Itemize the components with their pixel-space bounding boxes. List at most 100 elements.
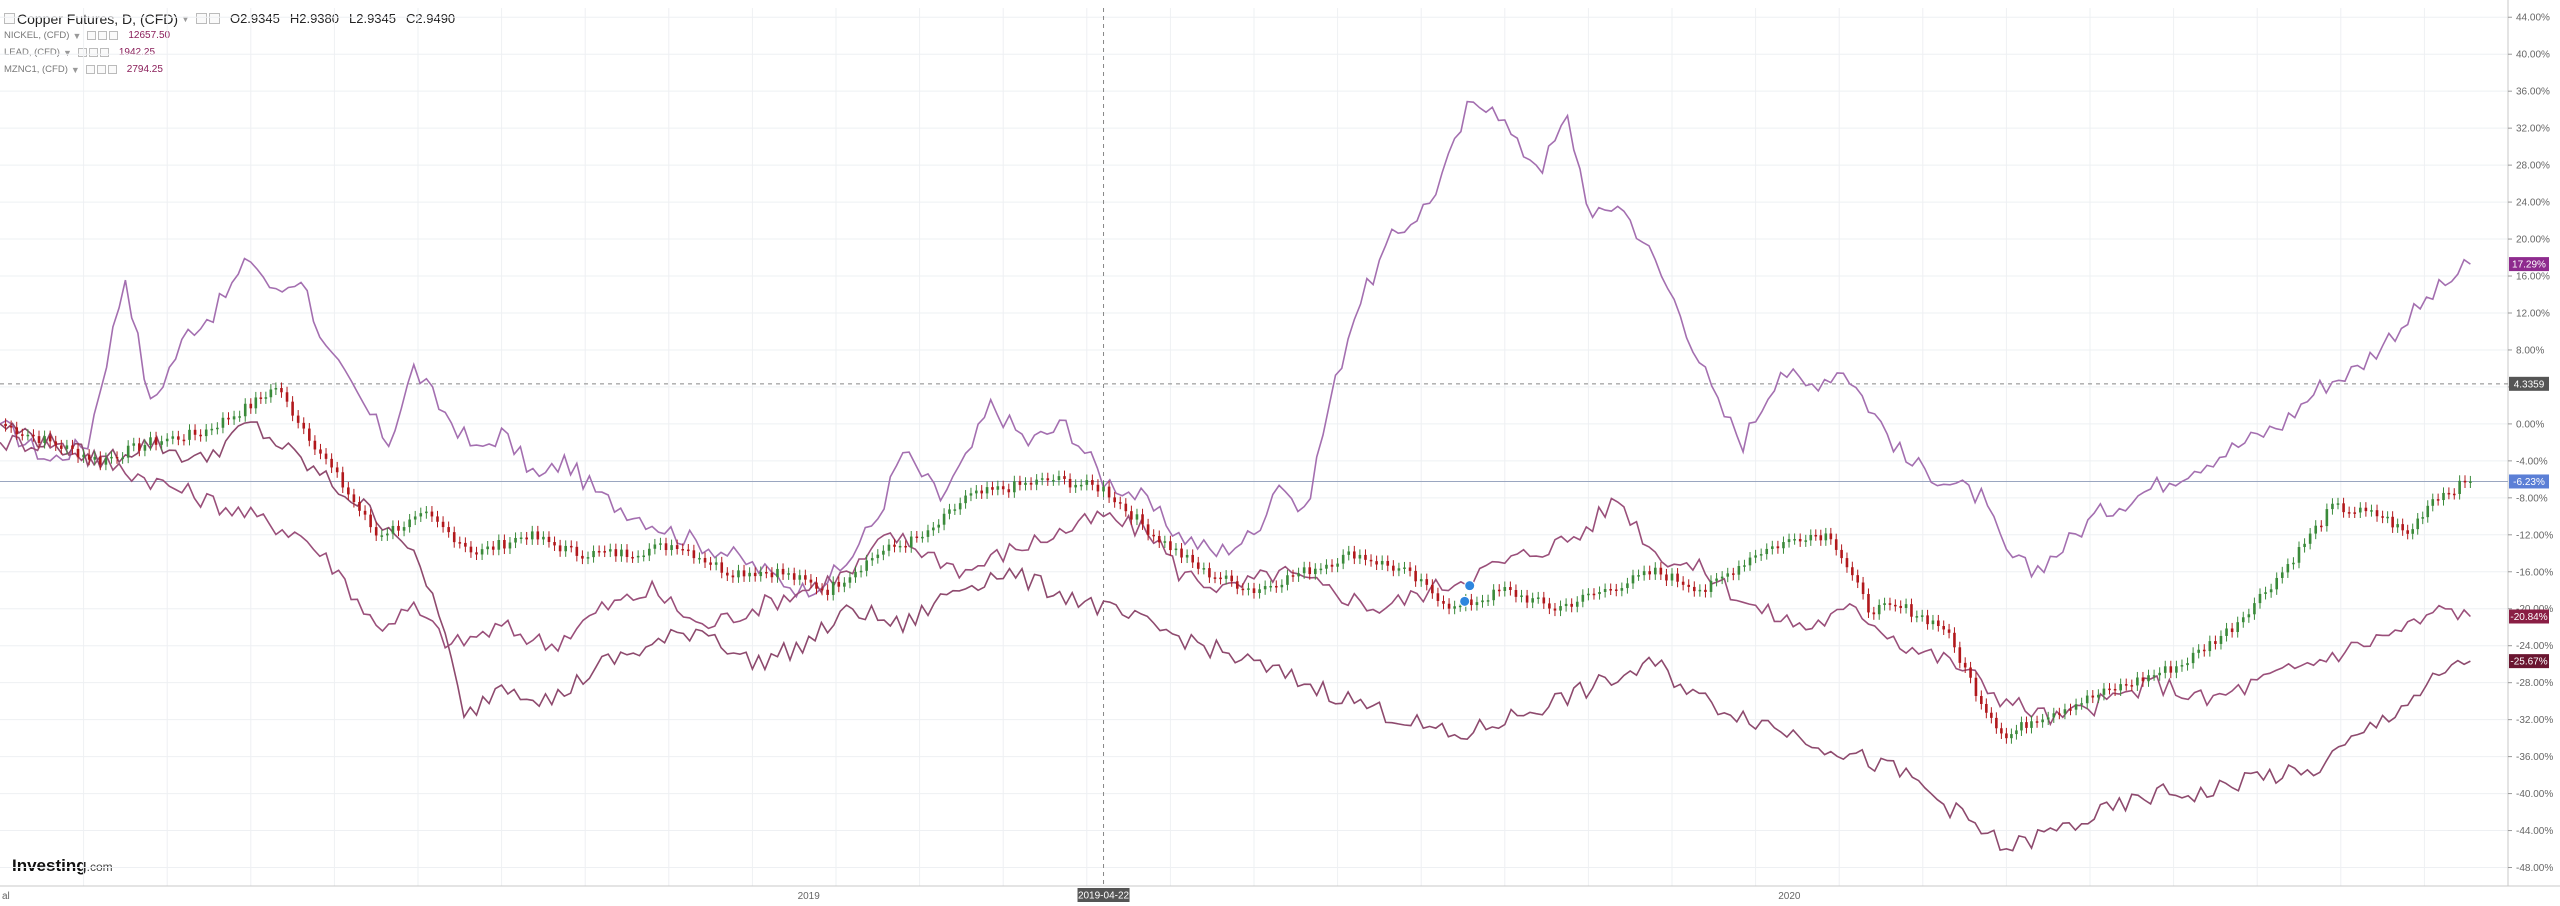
eye-icon[interactable] xyxy=(85,65,95,74)
chevron-down-icon[interactable]: ▼ xyxy=(62,47,72,58)
candle-body xyxy=(188,429,191,440)
y-tick-label: -16.00% xyxy=(2516,567,2553,578)
settings-icon[interactable] xyxy=(88,48,98,57)
candle-body xyxy=(430,511,434,517)
candle-body xyxy=(497,540,501,550)
collapse-toggle-icon[interactable] xyxy=(4,13,15,24)
candle-body xyxy=(1018,481,1022,485)
candle-body xyxy=(143,445,147,451)
candle-body xyxy=(93,456,97,460)
chevron-down-icon[interactable]: ▼ xyxy=(72,30,82,41)
candle-body xyxy=(475,552,478,555)
close-icon[interactable] xyxy=(99,48,109,57)
candle-body xyxy=(2319,525,2323,528)
comparison-value: 1942.25 xyxy=(118,47,156,58)
candle-body xyxy=(1035,479,1038,485)
close-icon[interactable] xyxy=(107,65,117,74)
crosshair-y-label: 4.3359 xyxy=(2514,379,2545,390)
chevron-down-icon[interactable]: ▼ xyxy=(70,64,80,75)
candle-body xyxy=(1375,561,1378,565)
candle-body xyxy=(154,437,158,445)
candle-body xyxy=(1118,502,1122,504)
candle-body xyxy=(1414,570,1417,582)
candle-body xyxy=(2102,688,2106,695)
candle-body xyxy=(1302,567,1306,574)
candle-body xyxy=(1759,554,1763,556)
ohlc-low: L2.9345 xyxy=(349,11,396,26)
candle-body xyxy=(2421,517,2425,519)
close-icon[interactable] xyxy=(109,31,119,40)
candle-body xyxy=(2124,684,2128,686)
settings-icon[interactable] xyxy=(195,13,207,24)
candle-body xyxy=(110,456,113,459)
candle-body xyxy=(26,434,30,437)
candle-body xyxy=(1325,564,1328,569)
candle-body xyxy=(2175,666,2178,673)
candle-body xyxy=(48,436,52,442)
candle-body xyxy=(937,524,941,528)
candle-body xyxy=(2158,672,2161,676)
candle-body xyxy=(692,550,696,559)
candle-body xyxy=(104,458,108,465)
candle-body xyxy=(2208,641,2212,652)
candle-body xyxy=(1963,662,1967,668)
candle-body xyxy=(1386,560,1390,566)
candle-body xyxy=(2147,675,2150,682)
candle-body xyxy=(909,536,913,548)
candle-body xyxy=(1704,589,1707,592)
candle-body xyxy=(926,530,930,537)
crosshair-y-tag xyxy=(2509,376,2549,391)
legend-comparison-lead: LEAD, (CFD) ▼ 1942.25 xyxy=(4,44,465,61)
candle-body xyxy=(603,551,607,553)
candle-body xyxy=(43,436,46,443)
candle-body xyxy=(1548,603,1551,609)
candle-body xyxy=(1403,567,1406,569)
candle-body xyxy=(2342,503,2345,513)
candle-body xyxy=(681,549,685,551)
candle-body xyxy=(2370,510,2373,512)
candle-body xyxy=(264,397,268,399)
comparison-value: 12657.50 xyxy=(128,30,171,41)
candle-body xyxy=(138,443,141,451)
candle-body xyxy=(4,423,7,427)
eye-icon[interactable] xyxy=(87,31,97,40)
candle-body xyxy=(1224,575,1228,579)
settings-icon[interactable] xyxy=(98,31,108,40)
candle-body xyxy=(204,429,208,437)
y-tick-label: 12.00% xyxy=(2516,308,2550,319)
candle-body xyxy=(2331,503,2334,510)
candle-body xyxy=(776,568,779,578)
candle-body xyxy=(1845,558,1849,568)
close-icon[interactable] xyxy=(208,13,220,24)
candle-body xyxy=(1431,584,1434,594)
candle-body xyxy=(1336,563,1339,567)
event-marker-icon[interactable] xyxy=(1464,580,1476,592)
series-value-tag xyxy=(2509,257,2549,272)
y-tick-label: -12.00% xyxy=(2516,530,2553,541)
chevron-down-icon[interactable]: ▼ xyxy=(181,13,190,24)
candle-body xyxy=(1587,593,1590,596)
candle-body xyxy=(1620,588,1624,591)
candle-body xyxy=(2308,533,2312,544)
eye-icon[interactable] xyxy=(77,48,87,57)
candle-body xyxy=(792,573,796,580)
legend-tools xyxy=(87,31,120,40)
candle-body xyxy=(1904,604,1908,608)
candle-body xyxy=(508,542,512,549)
event-marker-icon[interactable] xyxy=(1459,595,1471,607)
candle-body xyxy=(458,542,462,544)
candle-body xyxy=(15,427,19,435)
candle-body xyxy=(592,550,595,558)
candle-body xyxy=(480,549,484,555)
candle-body xyxy=(2219,635,2223,644)
candle-body xyxy=(2214,641,2217,644)
candle-body xyxy=(1481,600,1484,603)
candle-body xyxy=(1135,514,1139,520)
candle-body xyxy=(469,546,473,553)
settings-icon[interactable] xyxy=(96,65,106,74)
candle-body xyxy=(748,572,751,577)
candle-body xyxy=(1648,571,1652,575)
candle-body xyxy=(1676,573,1679,582)
candle-body xyxy=(87,454,91,460)
